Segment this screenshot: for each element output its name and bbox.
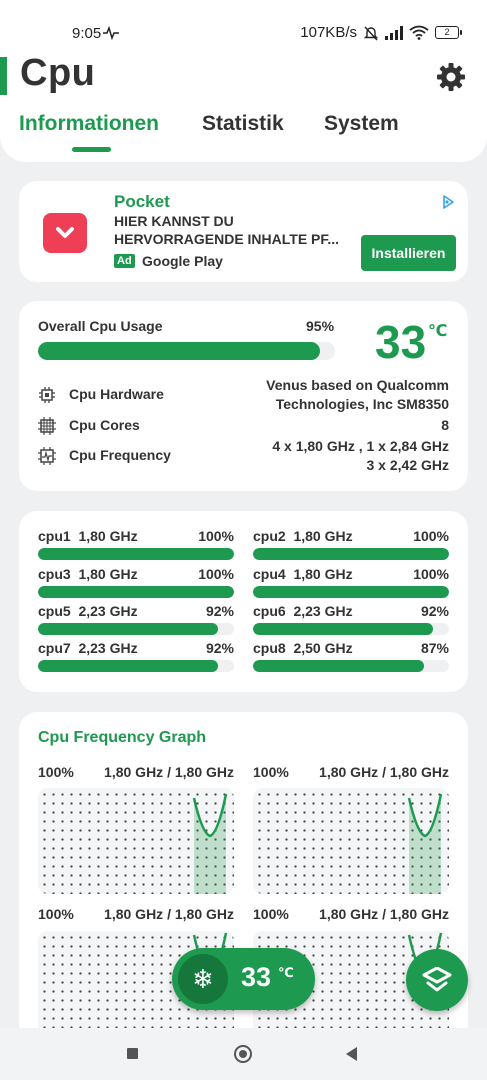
frequency-icon bbox=[38, 447, 56, 465]
core-usage-fill bbox=[253, 623, 434, 635]
overall-usage-label: Overall Cpu Usage bbox=[38, 318, 163, 334]
cpu-temperature-unit: ℃ bbox=[428, 323, 448, 340]
graph-panel-plot bbox=[253, 788, 449, 894]
status-icons: 107KB/s 2 bbox=[300, 24, 462, 41]
cpu-cores-card: cpu1 1,80 GHz 100% cpu2 1,80 GHz 100% cpu3 1… bbox=[19, 511, 468, 692]
overall-usage-fill bbox=[38, 342, 321, 360]
core-percent: 87% bbox=[420, 640, 449, 656]
tab-system[interactable]: System bbox=[324, 112, 399, 135]
signal-icon bbox=[385, 25, 403, 40]
back-button[interactable] bbox=[346, 1047, 357, 1061]
core-label: cpu8 2,50 GHz bbox=[253, 640, 353, 656]
cpu-hardware-value: Venus based on Qualcomm Technologies, In… bbox=[266, 377, 449, 412]
core-label: cpu2 1,80 GHz bbox=[253, 528, 353, 544]
battery-indicator: 2 bbox=[435, 26, 462, 39]
core-label: cpu5 2,23 GHz bbox=[38, 603, 138, 619]
pocket-chevron-icon bbox=[56, 227, 74, 238]
overall-usage-bar bbox=[38, 342, 335, 360]
cpu-cores-value: 8 bbox=[441, 417, 449, 433]
status-time: 9:05 bbox=[72, 25, 102, 42]
ad-description: HIER KANNST DU HERVORRAGENDE INHALTE PF.… bbox=[114, 213, 340, 247]
frequency-graph-card: Cpu Frequency Graph 100% 1,80 GHz / 1,80… bbox=[19, 712, 468, 1041]
graph-panel-freq: 1,80 GHz / 1,80 GHz bbox=[319, 764, 449, 780]
adchoices-icon[interactable] bbox=[440, 194, 456, 210]
pocket-logo bbox=[43, 213, 87, 253]
fab-temperature: 33 bbox=[241, 962, 272, 992]
core-label: cpu4 1,80 GHz bbox=[253, 566, 353, 582]
fab-temperature-unit: ℃ bbox=[278, 965, 294, 980]
core-percent: 92% bbox=[205, 640, 234, 656]
core-usage-bar bbox=[38, 623, 234, 635]
core-usage-bar bbox=[253, 623, 449, 635]
app-header: 9:05 107KB/s 2 Cpu bbox=[0, 0, 487, 162]
cpu-cores-label: Cpu Cores bbox=[69, 417, 140, 433]
ad-store-name: Google Play bbox=[142, 253, 223, 269]
core-usage-bar bbox=[38, 660, 234, 672]
chip-icon bbox=[39, 387, 55, 403]
chevron-down-icon bbox=[422, 967, 452, 992]
core-percent: 100% bbox=[413, 566, 449, 582]
graph-panel-freq: 1,80 GHz / 1,80 GHz bbox=[104, 764, 234, 780]
core-label: cpu6 2,23 GHz bbox=[253, 603, 353, 619]
core-percent: 92% bbox=[205, 603, 234, 619]
core-usage-fill bbox=[38, 660, 219, 672]
core-label: cpu3 1,80 GHz bbox=[38, 566, 138, 582]
ad-card[interactable]: Pocket HIER KANNST DU HERVORRAGENDE INHA… bbox=[19, 181, 468, 282]
cpu-usage-card: Overall Cpu Usage 95% 33 ℃ Cpu Hardware … bbox=[19, 301, 468, 491]
page-title: Cpu bbox=[20, 52, 96, 94]
graph-panel-percent: 100% bbox=[253, 764, 289, 780]
core-usage-fill bbox=[38, 623, 219, 635]
graph-panel-plot bbox=[38, 788, 234, 894]
tab-informationen[interactable]: Informationen bbox=[19, 112, 159, 135]
cpu-hardware-label: Cpu Hardware bbox=[69, 386, 164, 402]
recents-button[interactable] bbox=[127, 1048, 138, 1059]
core-label: cpu1 1,80 GHz bbox=[38, 528, 138, 544]
core-usage-fill bbox=[253, 586, 449, 598]
cores-icon bbox=[38, 417, 56, 435]
graph-panel-percent: 100% bbox=[38, 906, 74, 922]
core-percent: 100% bbox=[198, 566, 234, 582]
scroll-down-button[interactable] bbox=[406, 949, 468, 1011]
wifi-icon bbox=[409, 25, 429, 40]
core-percent: 100% bbox=[198, 528, 234, 544]
temperature-fab[interactable]: ❄ 33 ℃ bbox=[172, 948, 315, 1010]
ad-badge: Ad bbox=[114, 254, 135, 268]
frequency-curve bbox=[192, 793, 228, 894]
cpu-temperature: 33 bbox=[375, 316, 427, 368]
core-percent: 92% bbox=[420, 603, 449, 619]
cpu-frequency-label: Cpu Frequency bbox=[69, 447, 171, 463]
graph-panel-freq: 1,80 GHz / 1,80 GHz bbox=[104, 906, 234, 922]
frequency-curve bbox=[407, 793, 443, 894]
core-usage-bar bbox=[38, 548, 234, 560]
activity-icon bbox=[103, 26, 119, 40]
home-button[interactable] bbox=[234, 1045, 252, 1063]
title-accent-bar bbox=[0, 57, 7, 95]
core-label: cpu7 2,23 GHz bbox=[38, 640, 138, 656]
gear-icon[interactable] bbox=[436, 62, 466, 92]
graph-title: Cpu Frequency Graph bbox=[38, 729, 207, 746]
core-usage-fill bbox=[38, 548, 234, 560]
net-speed: 107KB/s bbox=[300, 24, 357, 41]
active-tab-indicator bbox=[72, 147, 111, 152]
snowflake-icon: ❄ bbox=[178, 954, 228, 1004]
install-button[interactable]: Installieren bbox=[361, 235, 456, 271]
core-usage-fill bbox=[253, 660, 424, 672]
core-usage-bar bbox=[253, 660, 449, 672]
core-usage-fill bbox=[38, 586, 234, 598]
core-percent: 100% bbox=[413, 528, 449, 544]
graph-panel-percent: 100% bbox=[38, 764, 74, 780]
core-usage-bar bbox=[253, 548, 449, 560]
core-usage-bar bbox=[253, 586, 449, 598]
overall-usage-percent: 95% bbox=[306, 318, 335, 334]
system-nav-bar bbox=[0, 1028, 487, 1080]
ad-title[interactable]: Pocket bbox=[114, 192, 170, 211]
tab-statistik[interactable]: Statistik bbox=[202, 112, 284, 135]
cpu-frequency-value: 4 x 1,80 GHz , 1 x 2,84 GHz 3 x 2,42 GHz bbox=[272, 438, 449, 473]
core-usage-bar bbox=[38, 586, 234, 598]
graph-panel-percent: 100% bbox=[253, 906, 289, 922]
core-usage-fill bbox=[253, 548, 449, 560]
graph-panel-freq: 1,80 GHz / 1,80 GHz bbox=[319, 906, 449, 922]
mute-bell-icon bbox=[363, 26, 379, 40]
